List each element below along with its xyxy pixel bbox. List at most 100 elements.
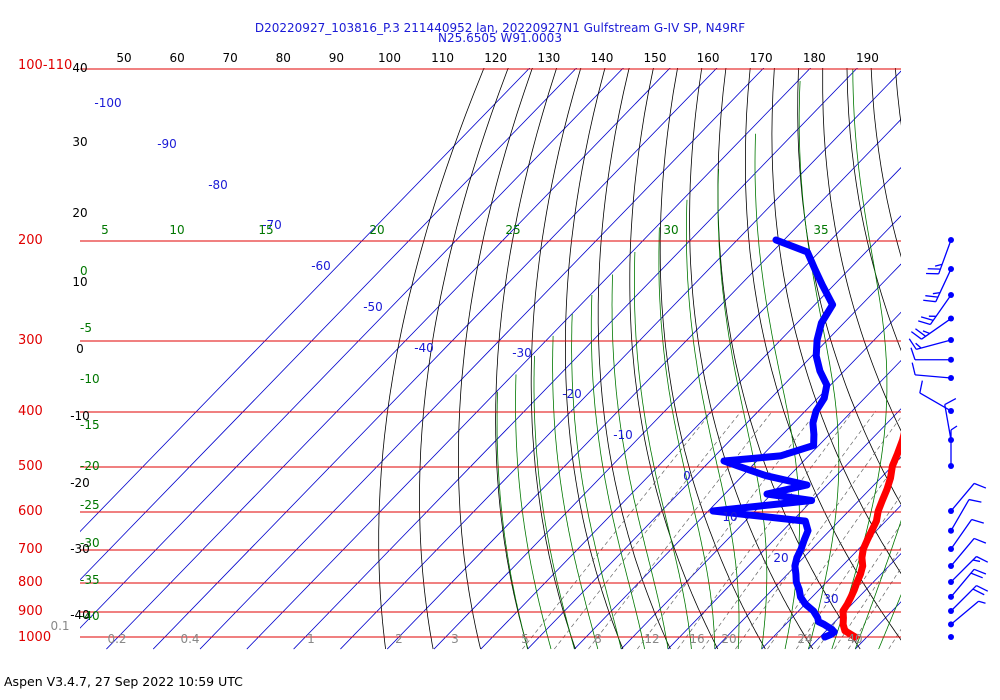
dry-adiabat-line — [965, 43, 1000, 649]
temperature-point — [844, 600, 851, 608]
isotherm-label: -30 — [512, 346, 532, 360]
dry-adiabat-line — [846, 68, 901, 352]
isotherm-line — [761, 504, 901, 650]
dewpoint-point — [828, 626, 836, 633]
pressure-tick-label: 600 — [18, 504, 43, 519]
moist-adiabat-line — [533, 355, 575, 650]
isotherm-line — [808, 553, 901, 650]
dewpoint-point — [804, 527, 812, 534]
dry-adiabat-line — [378, 68, 485, 650]
dewpoint-point — [810, 607, 817, 615]
temperature-point — [889, 462, 896, 470]
wind-barb-flag — [973, 537, 987, 544]
pressure-tick-label: 800 — [18, 575, 43, 590]
wind-barb-shaft — [950, 538, 975, 567]
left-black-label: -20 — [70, 476, 90, 490]
dewpoint-point — [809, 419, 817, 427]
temperature-point — [847, 593, 855, 601]
dewpoint-point — [811, 265, 818, 273]
left-green-label: -10 — [80, 372, 100, 386]
wind-barb-flag — [919, 380, 923, 394]
pressure-lines — [80, 68, 901, 638]
wind-barb-shaft — [950, 600, 979, 625]
wind-barb-flag — [920, 316, 934, 322]
isotherm-label: -10 — [613, 428, 633, 442]
wind-barb-shaft — [929, 294, 952, 325]
dry-adiabat-line — [988, 43, 1000, 649]
wind-barb — [948, 498, 982, 534]
left-green-label: 0 — [80, 264, 88, 278]
chart-title-line2: N25.6505 W91.0003 — [438, 31, 562, 45]
dry-adiabat-line — [629, 68, 719, 650]
dry-adiabat-line — [565, 68, 624, 650]
wind-barb-flag — [972, 588, 985, 596]
dry-adiabat-line — [894, 68, 901, 126]
temperature-point — [851, 586, 858, 593]
isotherm-line — [199, 68, 765, 650]
mixing-ratio-label: 24 — [797, 632, 812, 646]
wind-barb — [926, 236, 954, 275]
moist-adiabat-line — [854, 519, 901, 650]
isotherm-line — [574, 311, 901, 650]
mixing-ratio-label: 3 — [451, 632, 459, 646]
wind-barb — [948, 425, 958, 470]
isotherm-line — [480, 215, 901, 650]
mixing-ratio-label: 12 — [644, 632, 659, 646]
pressure-tick-label: 200 — [18, 233, 43, 248]
theta-top-label: 140 — [590, 51, 613, 65]
moist-adiabat-line — [717, 168, 768, 650]
dry-adiabat-line — [941, 43, 1000, 649]
mixing-ratio-line — [848, 567, 901, 650]
dewpoint-point — [772, 236, 780, 244]
theta-top-label: 100 — [378, 51, 401, 65]
mixing-ratio-label: 5 — [521, 632, 529, 646]
theta-top-label: 190 — [856, 51, 879, 65]
pressure-tick-label: 1000 — [18, 630, 51, 645]
mixing-ratio-line — [735, 416, 901, 650]
moist-adiabat-label: 30 — [663, 223, 678, 237]
isotherm-line — [620, 360, 901, 650]
isotherm-line — [293, 68, 858, 650]
mixing-ratio-line — [702, 410, 876, 650]
wind-barb-shaft — [915, 374, 952, 379]
left-black-label: 30 — [72, 135, 87, 149]
isotherm-label: -80 — [208, 178, 228, 192]
temperature-point — [937, 197, 943, 203]
dry-adiabat-line — [597, 68, 671, 650]
moist-adiabat-line — [878, 594, 901, 650]
dewpoint-point — [802, 600, 809, 608]
mixing-ratio-label: 0.2 — [107, 632, 126, 646]
temperature-point — [853, 578, 861, 586]
dewpoint-point — [823, 381, 830, 389]
theta-top-label: 80 — [276, 51, 291, 65]
pressure-tick-label: 100-110 — [18, 58, 72, 73]
mixing-ratio-label: 1 — [307, 632, 315, 646]
wind-barb-shaft — [950, 482, 975, 512]
wind-barb-shaft — [944, 404, 952, 441]
left-green-label: -35 — [80, 573, 100, 587]
dry-adiabat-line — [822, 68, 901, 432]
dewpoint-point — [762, 472, 770, 479]
moist-adiabat-line — [571, 313, 622, 650]
wind-barb — [948, 584, 989, 615]
dry-adiabat-line — [745, 68, 901, 641]
dry-adiabat-line — [419, 68, 509, 650]
dewpoint-point — [808, 497, 815, 504]
left-black-label: -40 — [70, 608, 90, 622]
wind-barb-flag — [950, 425, 958, 431]
isotherm-label: -90 — [157, 137, 177, 151]
dewpoint-point — [801, 536, 808, 544]
dry-adiabat-line — [458, 68, 533, 650]
temperature-point — [864, 536, 871, 544]
dewpoint-point — [793, 554, 801, 561]
wind-barb — [918, 292, 954, 326]
dewpoint-point — [720, 457, 728, 465]
dewpoint-point — [802, 517, 809, 525]
moist-adiabat-label: 5 — [101, 223, 109, 237]
moist-adiabat-line — [798, 80, 840, 650]
dewpoint-point — [819, 281, 826, 289]
isotherm-line — [667, 408, 901, 650]
mixing-ratio-label: 0.4 — [180, 632, 199, 646]
wind-barb-station — [948, 634, 954, 640]
